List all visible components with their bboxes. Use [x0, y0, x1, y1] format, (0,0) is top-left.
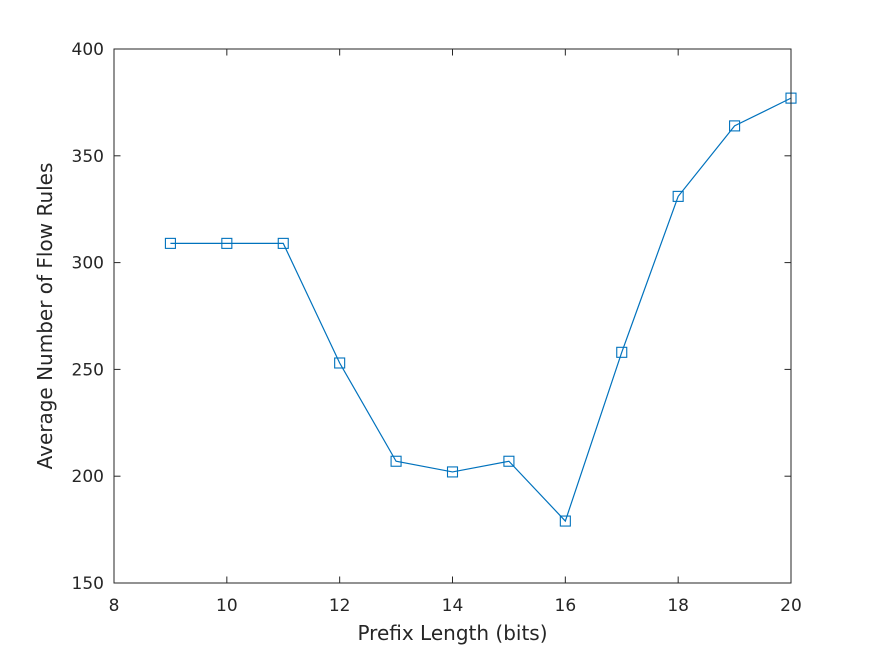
axes-box [113, 48, 792, 584]
x-tick-label: 8 [109, 596, 120, 616]
x-tick-labels: 8 10 12 14 16 18 20 [109, 596, 802, 616]
y-tick-labels: 150 200 250 300 350 400 [72, 40, 104, 594]
data-point-marker [277, 237, 289, 249]
y-tick-label: 200 [72, 467, 104, 487]
data-point-marker [729, 120, 741, 132]
y-tick-label: 150 [72, 574, 104, 594]
data-point-marker [221, 237, 233, 249]
data-point-marker [559, 515, 571, 527]
data-point-marker [334, 357, 346, 369]
series-line [170, 97, 792, 523]
plot-area [113, 48, 797, 584]
y-tick-label: 250 [72, 360, 104, 380]
x-tick-label: 20 [780, 596, 802, 616]
data-point-marker [616, 346, 628, 358]
x-tick-label: 18 [667, 596, 689, 616]
y-tick-label: 350 [72, 147, 104, 167]
data-point-marker [503, 455, 515, 467]
data-point-marker [446, 466, 459, 478]
data-point-marker [164, 237, 176, 249]
x-tick-label: 10 [216, 596, 238, 616]
y-tick-label: 300 [72, 254, 104, 274]
data-point-marker [672, 190, 684, 202]
y-tick-label: 400 [72, 40, 104, 60]
axis-ticks [113, 48, 792, 584]
x-axis-label: Prefix Length (bits) [357, 621, 547, 645]
x-tick-label: 14 [442, 596, 464, 616]
x-tick-label: 16 [555, 596, 577, 616]
data-series [164, 92, 797, 527]
x-tick-label: 12 [329, 596, 351, 616]
data-point-marker [390, 455, 402, 467]
y-axis-label: Average Number of Flow Rules [33, 163, 57, 470]
